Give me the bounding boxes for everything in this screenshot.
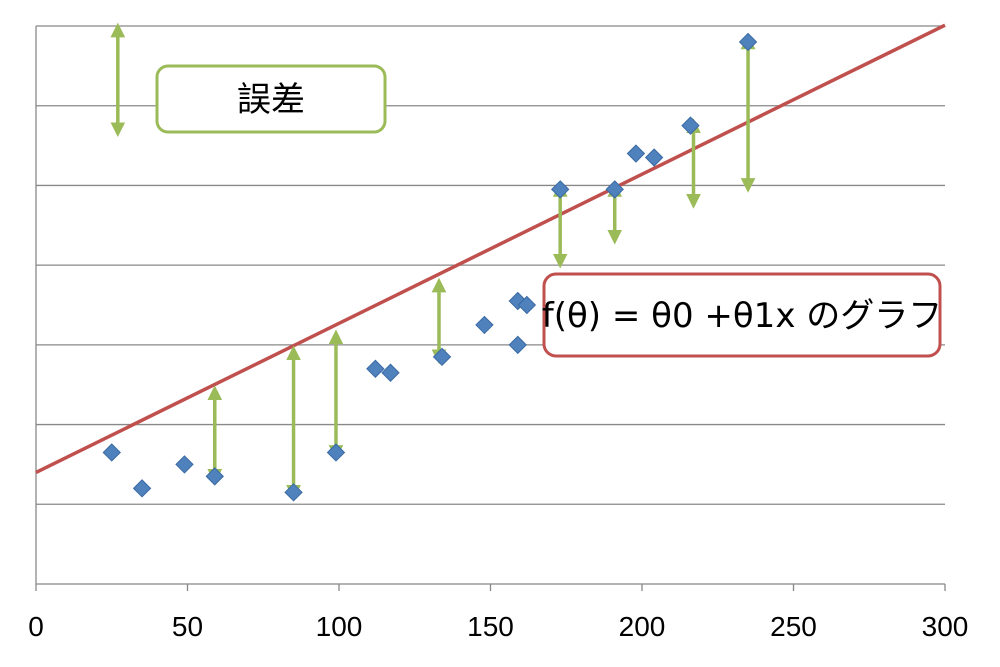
- data-point: [644, 148, 664, 167]
- x-tick-label: 300: [922, 611, 969, 642]
- data-point: [605, 180, 624, 199]
- data-point: [432, 347, 452, 367]
- function-callout-label: f(θ) = θ0 +θ1x のグラフ: [542, 296, 943, 336]
- data-point: [205, 467, 224, 486]
- error-callout-label: 誤差: [237, 80, 305, 120]
- data-point: [326, 443, 346, 462]
- data-point: [366, 359, 385, 378]
- data-point: [517, 295, 537, 315]
- data-point: [381, 363, 400, 382]
- error-callout-box: [155, 64, 387, 134]
- x-tick-label: 250: [770, 611, 817, 642]
- function-callout-box: [542, 272, 942, 358]
- x-tick-label: 0: [28, 611, 44, 642]
- data-point: [475, 315, 494, 335]
- function-callout: f(θ) = θ0 +θ1x のグラフ: [542, 272, 943, 358]
- x-tick-labels: 0 50 100 150 200 250 300: [28, 584, 968, 642]
- x-tick-label: 100: [316, 611, 363, 642]
- data-points: [102, 32, 758, 502]
- x-tick-label: 150: [467, 611, 514, 642]
- error-arrows: [207, 34, 756, 500]
- data-point: [284, 483, 303, 502]
- fit-line-group: [35, 23, 946, 474]
- data-point: [175, 455, 194, 474]
- data-point: [738, 32, 758, 52]
- data-point: [626, 144, 646, 163]
- fit-line: [35, 23, 946, 474]
- data-point: [681, 116, 700, 135]
- x-tick-label: 200: [619, 611, 666, 642]
- error-callout: 誤差: [155, 64, 387, 134]
- data-point: [102, 443, 121, 462]
- data-point: [550, 180, 570, 199]
- data-point: [132, 479, 152, 498]
- x-tick-label: 50: [172, 611, 203, 642]
- data-point: [508, 335, 527, 355]
